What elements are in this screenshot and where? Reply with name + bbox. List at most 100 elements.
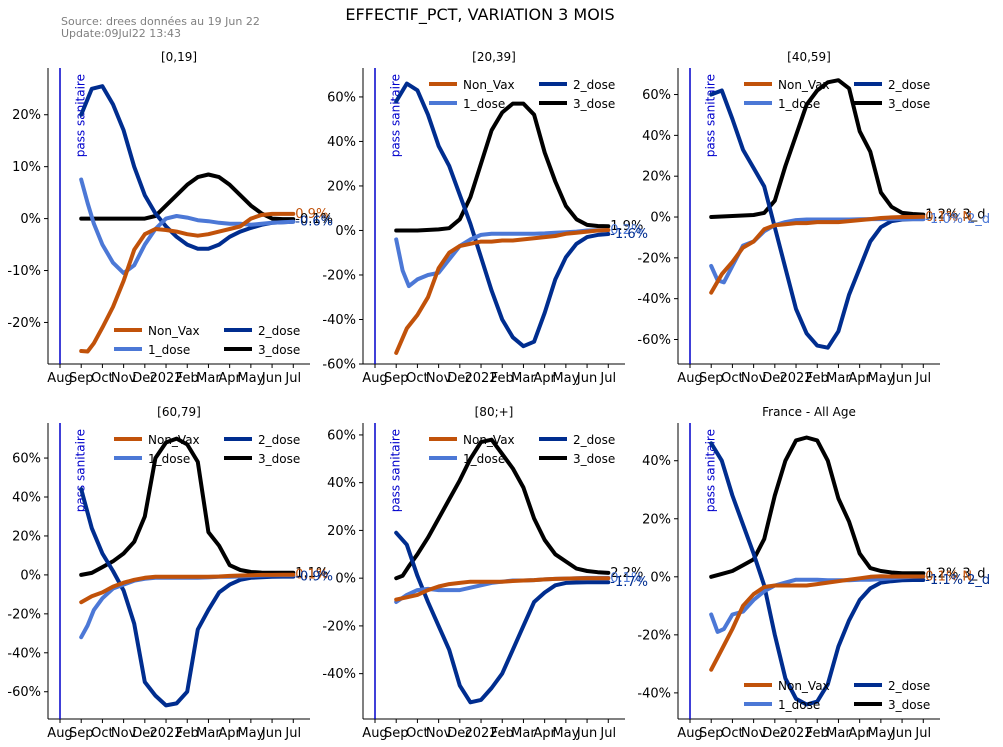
y-tick-label: -20% [7,316,41,331]
y-tick-label: 40% [327,476,356,491]
x-tick-label: May [552,371,579,386]
subplot-title: [80;+] [475,405,514,419]
x-tick-label: Mar [511,726,536,741]
x-tick-label: Mar [196,371,221,386]
x-tick-label: Dec [447,726,472,741]
y-tick-label: -20% [7,607,41,622]
x-tick-label: Jun [261,726,282,741]
y-tick-label: 40% [327,135,356,150]
y-tick-label: 40% [642,454,671,469]
subplot-title: France - All Age [762,405,856,419]
subplot-title: [0,19] [161,50,197,64]
x-tick-label: Apr [848,726,871,741]
y-tick-label: 0% [335,224,356,239]
y-tick-label: -20% [322,619,356,634]
figure-title: EFFECTIF_PCT, VARIATION 3 MOIS [345,5,615,24]
x-tick-label: May [237,371,264,386]
subplot-6: France - All Age -40% -20% 0% 20% 40% AugSepOc… [637,405,990,741]
x-tick-label: Oct [406,371,428,386]
x-tick-label: Nov [426,726,452,741]
legend-label: Non_Vax [148,433,200,447]
source-note: Source: drees données au 19 Jun 22 [61,15,260,28]
x-tick-label: Sep [699,726,724,741]
x-tick-label: Sep [384,726,409,741]
series-line-non-vax [709,214,926,295]
x-tick-label: Jul [599,371,616,386]
x-tick-label: Oct [721,726,743,741]
legend-label: 2_dose [258,433,300,447]
x-tick-label: Oct [91,726,113,741]
legend-label: 3_dose [258,343,300,357]
x-tick-label: Mar [826,726,851,741]
x-tick-label: Apr [533,371,556,386]
end-value-label: 1.9% [610,219,643,234]
series-line-2-dose [394,81,611,349]
end-value-label: -1.7% [610,575,648,590]
x-tick-label: Nov [741,726,767,741]
pass-sanitaire-label: pass sanitaire [388,429,402,512]
x-tick-label: May [867,726,894,741]
end-value-label: 0.2% [610,223,643,238]
pass-sanitaire-label: pass sanitaire [703,74,717,157]
legend-label: Non_Vax [778,78,830,92]
y-tick-label: 20% [12,529,41,544]
x-tick-label: Aug [677,371,702,386]
y-tick-label: 20% [642,170,671,185]
x-tick-label: May [552,726,579,741]
y-tick-label: -20% [322,268,356,283]
y-tick-label: -40% [7,646,41,661]
legend-label: 1_dose [778,698,820,712]
x-tick-label: Mar [826,371,851,386]
y-tick-label: 60% [642,88,671,103]
series-line-3-dose [394,437,611,581]
legend: Non_Vax 2_dose 1_dose 3_dose [744,78,930,111]
x-tick-label: Jun [891,371,912,386]
x-tick-label: Oct [91,371,113,386]
y-tick-label: 60% [327,428,356,443]
legend-label: Non_Vax [148,324,200,338]
legend: Non_Vax 2_dose 1_dose 3_dose [744,679,930,712]
legend-label: 1_dose [463,97,505,111]
legend-label: 3_dose [888,97,930,111]
x-tick-label: Dec [762,371,787,386]
x-tick-label: Nov [426,371,452,386]
series-line-non-vax [394,228,611,355]
y-tick-label: -60% [7,685,41,700]
x-tick-label: Nov [111,726,137,741]
legend: Non_Vax 2_dose 1_dose 3_dose [429,78,615,111]
legend-label: Non_Vax [778,679,830,693]
y-tick-label: 60% [12,452,41,467]
x-tick-label: 2022 [779,726,812,741]
legend-label: 2_dose [888,78,930,92]
x-tick-label: May [237,726,264,741]
legend-label: 1_dose [148,452,190,466]
end-value-label: 0.1% [295,568,328,583]
y-tick-label: 60% [327,90,356,105]
subplot-3: [40,59]-60%-40%-20%0%20%40%60%AugSepOctN… [637,50,990,386]
x-tick-label: Jun [891,726,912,741]
legend-label: 3_dose [888,698,930,712]
y-tick-label: 0% [650,211,671,226]
x-tick-label: Jul [599,726,616,741]
legend-label: Non_Vax [463,78,515,92]
y-tick-label: 40% [12,491,41,506]
series-line-3-dose [79,436,296,577]
x-tick-label: Jun [576,371,597,386]
x-tick-label: Sep [699,371,724,386]
legend-label: 3_dose [573,97,615,111]
end-value-label: -1.1% 2_d [925,573,990,588]
end-value-label: 2.2% [610,566,643,581]
y-tick-label: -60% [637,333,671,348]
legend-label: 2_dose [573,433,615,447]
series-line-2-dose [394,530,611,705]
x-tick-label: Dec [132,371,157,386]
x-tick-label: Dec [447,371,472,386]
y-tick-label: 0% [650,570,671,585]
legend-label: 3_dose [573,452,615,466]
series-line-3-dose [709,435,926,579]
series-line-non-vax [709,574,926,672]
legend-label: 3_dose [258,452,300,466]
series-line-2-dose [709,88,926,350]
end-value-label: 0.1% N [925,570,972,585]
